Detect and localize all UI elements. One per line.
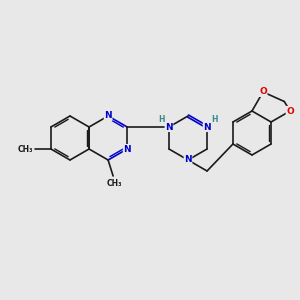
Text: H: H xyxy=(159,116,165,124)
Text: CH₃: CH₃ xyxy=(106,179,122,188)
Text: CH₃: CH₃ xyxy=(17,145,33,154)
Text: N: N xyxy=(165,122,173,131)
Text: O: O xyxy=(286,106,294,116)
Text: N: N xyxy=(184,155,192,164)
Text: N: N xyxy=(104,112,112,121)
Text: O: O xyxy=(259,87,267,96)
Text: N: N xyxy=(123,145,131,154)
Text: N: N xyxy=(203,122,211,131)
Text: H: H xyxy=(211,116,217,124)
